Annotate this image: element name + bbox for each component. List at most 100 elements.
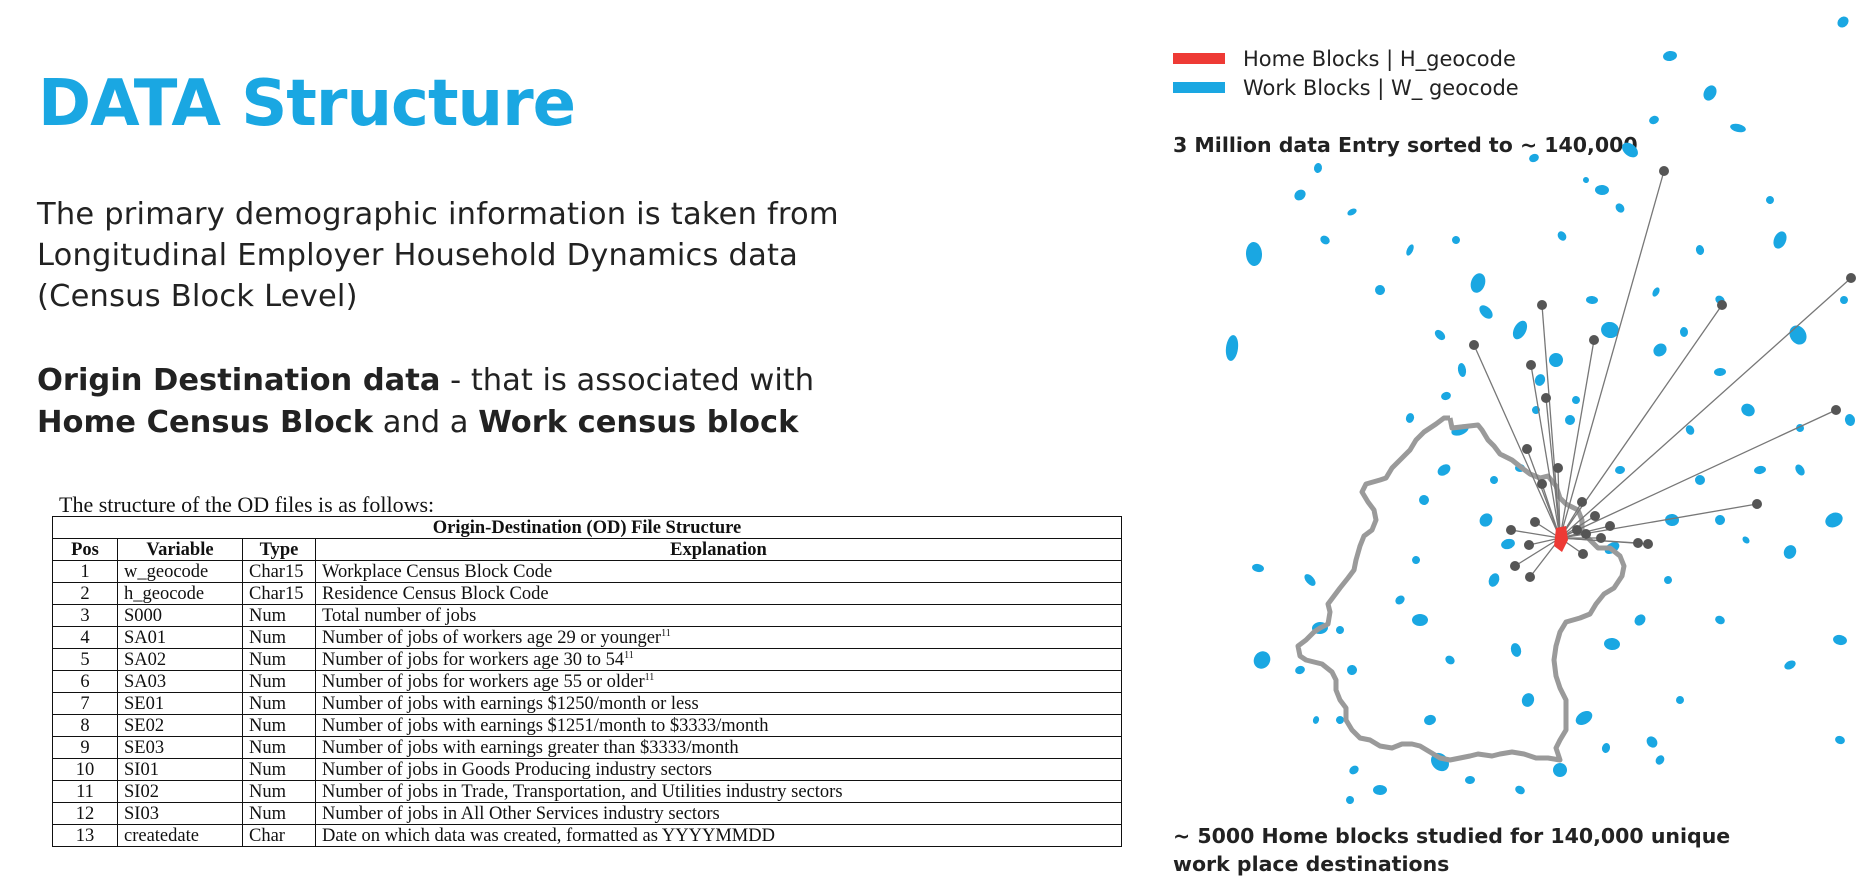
destination-point	[1553, 463, 1563, 473]
pos-cell: 10	[52, 758, 118, 781]
od-line	[1559, 339, 1595, 539]
work-block	[1336, 626, 1344, 634]
work-block	[1424, 714, 1436, 726]
map-legend: Home Blocks | H_geocode Work Blocks | W_…	[1173, 44, 1519, 102]
explanation-text: Number of jobs in All Other Services ind…	[322, 803, 720, 824]
work-block	[1501, 538, 1515, 550]
destination-point	[1605, 521, 1615, 531]
map-note-bottom: ~ 5000 Home blocks studied for 140,000 u…	[1173, 824, 1731, 876]
work-block	[1703, 85, 1717, 101]
variable-cell: SA03	[117, 670, 243, 693]
work-block	[1521, 693, 1535, 707]
destination-point	[1522, 444, 1532, 454]
work-block	[1470, 273, 1486, 293]
od-term: Origin Destination data	[37, 363, 441, 398]
explanation-text: Workplace Census Block Code	[322, 561, 553, 582]
table-row: 10 SI01 Num Number of jobs in Goods Produci…	[52, 758, 1122, 781]
work-block	[1742, 536, 1750, 544]
explanation-cell: Number of jobs in Goods Producing indust…	[315, 758, 1122, 781]
work-block	[1565, 415, 1575, 425]
od-structure-table: Origin-Destination (OD) File Structure P…	[52, 516, 1122, 847]
table-row: 12 SI03 Num Number of jobs in All Other Ser…	[52, 802, 1122, 825]
work-block	[1695, 475, 1705, 485]
type-cell: Num	[242, 626, 316, 649]
pos-cell: 1	[52, 560, 118, 583]
work-block	[1320, 235, 1330, 245]
table-row: 9 SE03 Num Number of jobs with earnings gre…	[52, 736, 1122, 759]
page-title: DATA Structure	[38, 67, 576, 141]
destination-point	[1752, 499, 1762, 509]
destination-point	[1526, 360, 1536, 370]
work-block	[1601, 321, 1619, 339]
table-row: 8 SE02 Num Number of jobs with earnings $12…	[52, 714, 1122, 737]
work-block	[1479, 513, 1493, 527]
explanation-cell: Number of jobs with earnings greater tha…	[315, 736, 1122, 759]
od-line	[1559, 277, 1852, 539]
work-block	[1405, 413, 1415, 423]
work-block	[1833, 634, 1847, 646]
destination-point	[1831, 405, 1841, 415]
work-block	[1652, 287, 1660, 297]
destination-point	[1596, 533, 1606, 543]
destination-point	[1589, 335, 1599, 345]
table-intro: The structure of the OD files is as foll…	[59, 492, 435, 517]
destination-point	[1717, 300, 1727, 310]
explanation-cell: Number of jobs with earnings $1251/month…	[315, 714, 1122, 737]
table-row: 4 SA01 Num Number of jobs of workers age 29…	[52, 626, 1122, 649]
footnote-marker: 11	[644, 671, 655, 683]
explanation-text: Date on which data was created, formatte…	[322, 825, 775, 846]
work-block	[1601, 743, 1611, 753]
pos-cell: 13	[52, 824, 118, 847]
work-block	[1595, 184, 1609, 196]
work-block	[1754, 465, 1766, 475]
legend-swatch-home	[1173, 53, 1225, 64]
work-block	[1730, 123, 1746, 133]
type-cell: Num	[242, 714, 316, 737]
variable-cell: w_geocode	[117, 560, 243, 583]
explanation-cell: Number of jobs of workers age 29 or youn…	[315, 626, 1122, 649]
explanation-text: Number of jobs with earnings greater tha…	[322, 737, 739, 758]
variable-cell: SI02	[117, 780, 243, 803]
intro-line: Longitudinal Employer Household Dynamics…	[37, 238, 799, 273]
od-line	[1559, 304, 1723, 539]
type-cell: Num	[242, 780, 316, 803]
work-block	[1253, 651, 1271, 669]
table-header-row: Pos Variable Type Explanation	[52, 538, 1122, 561]
explanation-text: Number of jobs in Trade, Transportation,…	[322, 781, 843, 802]
destination-point	[1537, 300, 1547, 310]
pos-cell: 9	[52, 736, 118, 759]
work-block	[1604, 637, 1620, 651]
legend-item-work: Work Blocks | W_ geocode	[1173, 73, 1519, 102]
od-text: - that is associated with	[440, 363, 815, 398]
variable-cell: SI03	[117, 802, 243, 825]
work-block	[1313, 163, 1323, 173]
destination-point	[1525, 572, 1535, 582]
od-line	[1559, 170, 1665, 539]
variable-cell: h_geocode	[117, 582, 243, 605]
od-line-1: Origin Destination data - that is associ…	[37, 360, 937, 402]
destination-point	[1643, 539, 1653, 549]
work-block	[1336, 716, 1344, 724]
work-block	[1773, 231, 1787, 249]
destination-point	[1846, 273, 1856, 283]
pos-cell: 7	[52, 692, 118, 715]
destination-point	[1572, 525, 1582, 535]
variable-cell: SA02	[117, 648, 243, 671]
legend-label: Work Blocks | W_ geocode	[1243, 75, 1519, 100]
work-block	[1488, 573, 1500, 587]
explanation-cell: Total number of jobs	[315, 604, 1122, 627]
table-row: 2 h_geocode Char15 Residence Census Block C…	[52, 582, 1122, 605]
od-lines-layer	[1473, 170, 1852, 578]
work-block	[1615, 203, 1625, 213]
table-row: 11 SI02 Num Number of jobs in Trade, Transp…	[52, 780, 1122, 803]
explanation-cell: Number of jobs with earnings $1250/month…	[315, 692, 1122, 715]
work-block	[1304, 574, 1316, 586]
map-note-top: 3 Million data Entry sorted to ~ 140,000	[1173, 133, 1638, 157]
work-block	[1835, 735, 1845, 745]
home-block-term: Home Census Block	[37, 405, 374, 440]
work-block	[1663, 50, 1677, 62]
explanation-text: Number of jobs in Goods Producing indust…	[322, 759, 713, 780]
work-block	[1312, 716, 1320, 724]
footnote-marker: 11	[661, 627, 671, 639]
work-block	[1715, 615, 1725, 625]
